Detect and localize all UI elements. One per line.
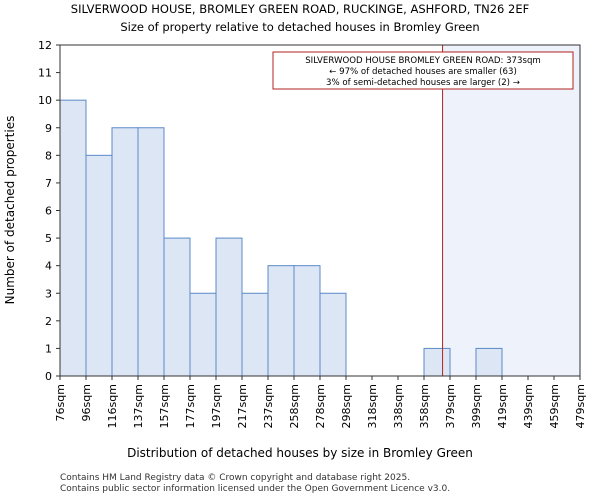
- annotation-box: SILVERWOOD HOUSE BROMLEY GREEN ROAD: 373…: [272, 51, 574, 90]
- bar: [267, 265, 295, 377]
- x-axis-label: Distribution of detached houses by size …: [127, 446, 473, 460]
- bar: [423, 347, 451, 377]
- bar: [293, 265, 321, 377]
- y-tick-label: 0: [45, 370, 52, 383]
- bar: [189, 292, 217, 377]
- annotation-line-1: SILVERWOOD HOUSE BROMLEY GREEN ROAD: 373…: [305, 56, 541, 66]
- y-tick-label: 11: [38, 67, 52, 80]
- x-tick-label: 298sqm: [340, 384, 353, 428]
- y-tick-label: 6: [45, 205, 52, 218]
- x-tick-label: 96sqm: [80, 384, 93, 421]
- annotation-frame: [272, 51, 574, 90]
- x-tick-label: 358sqm: [418, 384, 431, 428]
- x-tick-label: 76sqm: [54, 384, 67, 421]
- y-tick-label: 7: [45, 177, 52, 190]
- x-tick-label: 379sqm: [444, 384, 457, 428]
- x-tick-label: 419sqm: [496, 384, 509, 428]
- bar: [215, 237, 243, 377]
- larger-than-property-region: [442, 45, 580, 376]
- y-axis-label: Number of detached properties: [3, 116, 17, 305]
- y-tick-label: 9: [45, 122, 52, 135]
- y-tick-label: 4: [45, 260, 52, 273]
- x-tick-label: 137sqm: [132, 384, 145, 428]
- bar: [85, 154, 113, 377]
- x-tick-label: 237sqm: [262, 384, 275, 428]
- bar: [163, 237, 191, 377]
- y-tick-label: 1: [45, 342, 52, 355]
- x-tick-label: 318sqm: [366, 384, 379, 428]
- y-tick-label: 8: [45, 149, 52, 162]
- x-tick-label: 258sqm: [288, 384, 301, 428]
- y-tick-label: 2: [45, 315, 52, 328]
- y-tick-label: 12: [38, 39, 52, 52]
- y-tick-label: 5: [45, 232, 52, 245]
- chart-subtitle: Size of property relative to detached ho…: [120, 20, 479, 34]
- x-tick-label: 278sqm: [314, 384, 327, 428]
- bar: [319, 292, 347, 377]
- x-tick-label: 459sqm: [548, 384, 561, 428]
- x-tick-label: 399sqm: [470, 384, 483, 428]
- y-tick-label: 10: [38, 94, 52, 107]
- annotation-line-2: ← 97% of detached houses are smaller (63…: [329, 67, 517, 77]
- y-tick-label: 3: [45, 287, 52, 300]
- x-tick-label: 116sqm: [106, 384, 119, 428]
- x-tick-label: 157sqm: [158, 384, 171, 428]
- x-tick-label: 177sqm: [184, 384, 197, 428]
- chart-title: SILVERWOOD HOUSE, BROMLEY GREEN ROAD, RU…: [71, 2, 529, 16]
- bar: [59, 99, 87, 377]
- bar: [137, 127, 165, 377]
- bar: [475, 347, 503, 377]
- annotation-line-3: 3% of semi-detached houses are larger (2…: [326, 78, 520, 88]
- x-tick-label: 479sqm: [574, 384, 587, 428]
- x-tick-label: 217sqm: [236, 384, 249, 428]
- bar: [241, 292, 269, 377]
- x-tick-label: 338sqm: [392, 384, 405, 428]
- x-tick-label: 197sqm: [210, 384, 223, 428]
- bar: [111, 127, 139, 377]
- footer-copyright: Contains HM Land Registry data © Crown c…: [60, 473, 411, 483]
- footer-licence: Contains public sector information licen…: [60, 484, 451, 494]
- x-tick-label: 439sqm: [522, 384, 535, 428]
